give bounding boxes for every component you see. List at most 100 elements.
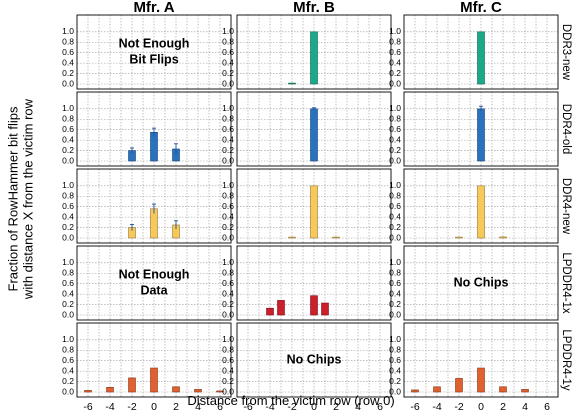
- panel: 0.00.20.40.60.81.0: [389, 91, 559, 167]
- y-axis-label-line: Fraction of RowHammer bit flips: [5, 106, 20, 291]
- x-tick-label: -2: [454, 401, 463, 413]
- y-tick-label: 1.0: [389, 257, 401, 267]
- y-tick-label: 0.8: [389, 268, 401, 278]
- bar: [499, 386, 507, 393]
- bar: [150, 367, 158, 393]
- bar: [172, 386, 180, 393]
- y-tick-label: 1.0: [389, 334, 401, 344]
- panel-frame: [236, 14, 392, 90]
- y-tick-label: 0.0: [222, 155, 234, 165]
- y-tick-label: 0.8: [222, 268, 234, 278]
- y-tick-label: 0.2: [62, 68, 74, 78]
- x-tick-label: 0: [151, 401, 157, 413]
- y-tick-label: 0.0: [62, 78, 74, 88]
- y-tick-label: 0.0: [222, 386, 234, 396]
- y-tick-label: 0.0: [222, 78, 234, 88]
- row-labels: DDR3-new DDR4-old DDR4-new LPDDR4-1x LPDDR4-…: [560, 24, 572, 391]
- y-tick-label: 1.0: [62, 257, 74, 267]
- x-tick-label: -6: [410, 401, 419, 413]
- y-tick-label: 0.6: [389, 47, 401, 57]
- panel-annotation: No Chips: [287, 352, 342, 366]
- panel-frame: [236, 245, 392, 321]
- y-tick-label: 0.2: [389, 222, 401, 232]
- y-tick-label: 0.2: [389, 299, 401, 309]
- panel-frame: [403, 322, 559, 398]
- y-tick-label: 0.2: [389, 68, 401, 78]
- bar: [194, 389, 202, 393]
- bar: [332, 236, 340, 239]
- panel: 0.00.20.40.60.81.0: [222, 14, 392, 90]
- bar: [521, 389, 529, 393]
- y-tick-label: 0.8: [62, 191, 74, 201]
- panel-frame: [236, 322, 392, 398]
- bar: [477, 367, 485, 393]
- y-tick-label: 0.2: [222, 68, 234, 78]
- panel: 0.00.20.40.60.81.0: [62, 168, 232, 244]
- y-tick-label: 0.0: [62, 386, 74, 396]
- column-title: Mfr. C: [460, 0, 502, 16]
- x-tick-label: 2: [333, 401, 339, 413]
- y-tick-label: 0.4: [62, 57, 74, 67]
- panel-frame: [76, 91, 232, 167]
- panel-frame: [236, 91, 392, 167]
- panel: 0.00.20.40.60.81.0: [389, 322, 559, 398]
- bar: [310, 31, 318, 85]
- y-tick-label: 0.2: [222, 299, 234, 309]
- y-tick-label: 0.0: [222, 309, 234, 319]
- bar: [477, 31, 485, 85]
- bar: [321, 302, 329, 316]
- y-tick-label: 0.6: [62, 278, 74, 288]
- bar: [455, 236, 463, 239]
- panel-annotation: Data: [140, 283, 168, 297]
- row-label: DDR4-old: [560, 104, 572, 155]
- y-tick-label: 0.4: [389, 365, 401, 375]
- y-tick-label: 0.8: [389, 191, 401, 201]
- x-tick-label: 2: [173, 401, 179, 413]
- bar: [477, 185, 485, 239]
- row-label: LPDDR4-1y: [560, 329, 572, 391]
- bar: [455, 378, 463, 393]
- bar: [106, 387, 114, 393]
- y-tick-label: 0.2: [62, 222, 74, 232]
- panel: 0.00.20.40.60.81.0 No Chips: [222, 322, 392, 398]
- panel-annotation: Not Enough: [119, 267, 190, 281]
- bar: [150, 132, 158, 162]
- y-tick-label: 0.8: [62, 268, 74, 278]
- x-tick-label: -6: [83, 401, 92, 413]
- panel-frame: [403, 14, 559, 90]
- y-tick-label: 0.6: [222, 47, 234, 57]
- y-tick-label: 0.4: [389, 288, 401, 298]
- bar: [84, 390, 92, 393]
- y-tick-label: 0.2: [389, 376, 401, 386]
- y-tick-label: 1.0: [222, 103, 234, 113]
- panel-annotation: No Chips: [454, 275, 509, 289]
- panel: 0.00.20.40.60.81.0: [222, 168, 392, 244]
- bar: [266, 307, 274, 316]
- y-tick-label: 1.0: [389, 180, 401, 190]
- x-tick-label: -2: [127, 401, 136, 413]
- y-tick-label: 0.8: [62, 37, 74, 47]
- y-tick-label: 0.2: [62, 299, 74, 309]
- x-tick-label: 0: [478, 401, 484, 413]
- y-tick-label: 0.4: [62, 288, 74, 298]
- panel-frame: [76, 168, 232, 244]
- panel: 0.00.20.40.60.81.0: [62, 91, 232, 167]
- y-tick-label: 0.6: [62, 355, 74, 365]
- y-tick-label: 0.6: [222, 355, 234, 365]
- x-tick-label: 4: [195, 401, 201, 413]
- x-axis: -6 -4 -2 0 2 4 6 -6 -4 -2 0 2 4 6 -6 -4 -2 0 2 4 6: [83, 401, 550, 413]
- y-tick-label: 0.4: [62, 211, 74, 221]
- y-tick-label: 0.4: [222, 57, 234, 67]
- y-tick-label: 1.0: [222, 180, 234, 190]
- y-tick-label: 0.4: [62, 365, 74, 375]
- panel: 0.00.20.40.60.81.0: [389, 168, 559, 244]
- x-tick-label: 6: [377, 401, 383, 413]
- y-tick-label: 0.0: [62, 155, 74, 165]
- x-tick-label: 0: [311, 401, 317, 413]
- y-tick-label: 0.6: [62, 47, 74, 57]
- column-titles: Mfr. A Mfr. B Mfr. C: [133, 0, 502, 16]
